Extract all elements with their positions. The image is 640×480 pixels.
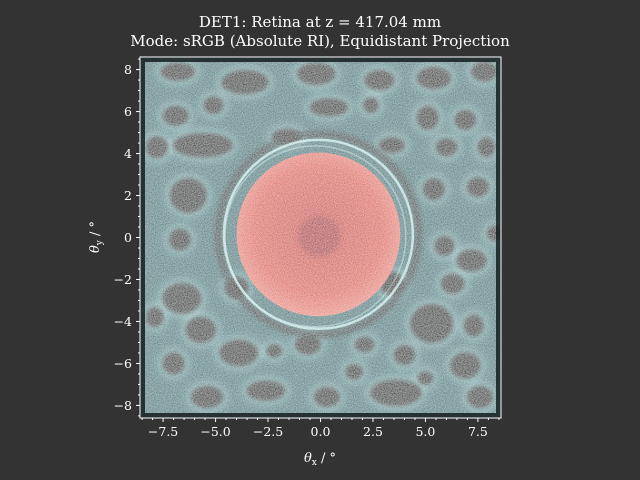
y-tick-label: 2 xyxy=(124,188,132,203)
dark-blob xyxy=(450,352,481,379)
dark-blob xyxy=(163,283,201,314)
dark-blob xyxy=(221,70,269,94)
retina-image xyxy=(140,57,501,418)
dark-blob xyxy=(434,236,454,256)
dark-annulus xyxy=(214,130,422,338)
x-tick-label: −7.5 xyxy=(148,424,178,439)
dark-blob xyxy=(410,304,453,343)
dark-blob xyxy=(393,345,415,365)
y-tick-label: −2 xyxy=(114,272,132,287)
dark-blobs xyxy=(146,62,501,408)
y-axis-label-symbol: θ xyxy=(88,245,103,253)
dark-blob xyxy=(186,317,216,343)
chart-title-line2: Mode: sRGB (Absolute RI), Equidistant Pr… xyxy=(130,32,510,50)
y-tick-label: −4 xyxy=(114,314,132,329)
dark-blob xyxy=(146,136,168,158)
dark-blob xyxy=(163,352,185,374)
dark-blob xyxy=(454,110,476,130)
x-tick-label: 0.0 xyxy=(311,424,331,439)
dark-blob xyxy=(297,63,336,85)
dark-blob xyxy=(310,98,348,116)
y-tick-label: 4 xyxy=(124,146,132,161)
dark-blob xyxy=(471,62,497,82)
y-tick-label: 8 xyxy=(124,62,132,77)
y-tick-label: −8 xyxy=(114,398,132,413)
y-tick-label: 6 xyxy=(124,104,132,119)
dark-blob xyxy=(173,133,233,157)
dark-blob xyxy=(418,371,433,385)
dark-blob xyxy=(163,106,189,126)
dark-blob xyxy=(423,178,445,200)
y-axis-label-unit: / ° xyxy=(88,221,103,240)
dark-blob xyxy=(355,337,375,352)
x-tick-label: 2.5 xyxy=(363,424,383,439)
dark-blob xyxy=(363,97,379,113)
x-axis: −7.5 −5.0 −2.5 0.0 2.5 5.0 7.5 xyxy=(141,418,500,439)
dark-blob xyxy=(477,137,495,157)
dark-blob xyxy=(364,70,394,90)
x-tick-label: −2.5 xyxy=(253,424,283,439)
chart-title-line1: DET1: Retina at z = 417.04 mm xyxy=(199,13,441,31)
dark-blob xyxy=(170,178,207,213)
y-tick-label: −6 xyxy=(114,356,132,371)
dark-blob xyxy=(314,387,340,407)
dark-blob xyxy=(379,137,405,153)
dark-blob xyxy=(467,177,489,197)
dark-blob xyxy=(146,307,164,327)
x-tick-label: 7.5 xyxy=(468,424,488,439)
x-axis-label: θx / ° xyxy=(304,451,336,468)
x-axis-label-unit: / ° xyxy=(317,451,336,466)
x-tick-label: 5.0 xyxy=(415,424,435,439)
dark-blob xyxy=(345,364,363,380)
y-axis-label-subscript: y xyxy=(95,239,105,246)
y-tick-label: 0 xyxy=(124,230,132,245)
x-axis-label-subscript: x xyxy=(312,458,317,468)
dark-blob xyxy=(417,67,451,89)
dark-blob xyxy=(467,386,493,408)
dark-blob xyxy=(417,106,439,130)
dark-blob xyxy=(169,229,191,251)
y-axis-label: θy / ° xyxy=(88,221,105,253)
dark-blob xyxy=(247,381,285,401)
x-tick-label: −5.0 xyxy=(200,424,230,439)
dark-blob xyxy=(435,138,457,156)
dark-blob xyxy=(160,63,195,81)
dark-blob xyxy=(295,335,321,354)
halo-ring xyxy=(222,138,415,331)
dark-blob xyxy=(456,250,487,272)
inner-spot xyxy=(298,216,341,257)
dark-blob xyxy=(370,380,422,406)
dark-blob xyxy=(266,344,282,358)
dark-blob xyxy=(441,274,465,294)
dark-blob xyxy=(191,386,223,408)
dark-blob xyxy=(204,96,223,114)
dark-blob xyxy=(464,315,484,337)
x-axis-label-symbol: θ xyxy=(304,451,312,466)
dark-blob xyxy=(219,340,258,366)
y-axis: −8 −6 −4 −2 0 2 4 6 8 xyxy=(114,58,140,417)
halo-ring-inner xyxy=(224,145,407,328)
